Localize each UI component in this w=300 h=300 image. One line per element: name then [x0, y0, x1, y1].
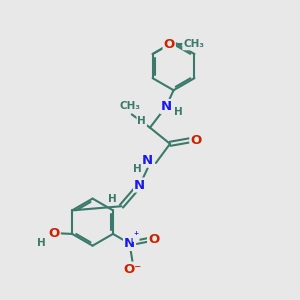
- Text: O: O: [164, 38, 175, 51]
- Text: H: H: [108, 194, 116, 204]
- Text: N: N: [124, 237, 135, 250]
- Text: ⁺: ⁺: [134, 231, 139, 241]
- Text: O: O: [148, 233, 159, 247]
- Text: H: H: [174, 107, 183, 117]
- Text: N: N: [142, 154, 153, 166]
- Text: O⁻: O⁻: [123, 262, 142, 276]
- Text: CH₃: CH₃: [120, 101, 141, 111]
- Text: H: H: [137, 116, 146, 126]
- Text: O: O: [49, 227, 60, 240]
- Text: H: H: [37, 238, 45, 248]
- Text: N: N: [134, 178, 145, 191]
- Text: H: H: [133, 164, 142, 174]
- Text: CH₃: CH₃: [183, 39, 204, 50]
- Text: O: O: [190, 134, 202, 147]
- Text: N: N: [160, 100, 172, 113]
